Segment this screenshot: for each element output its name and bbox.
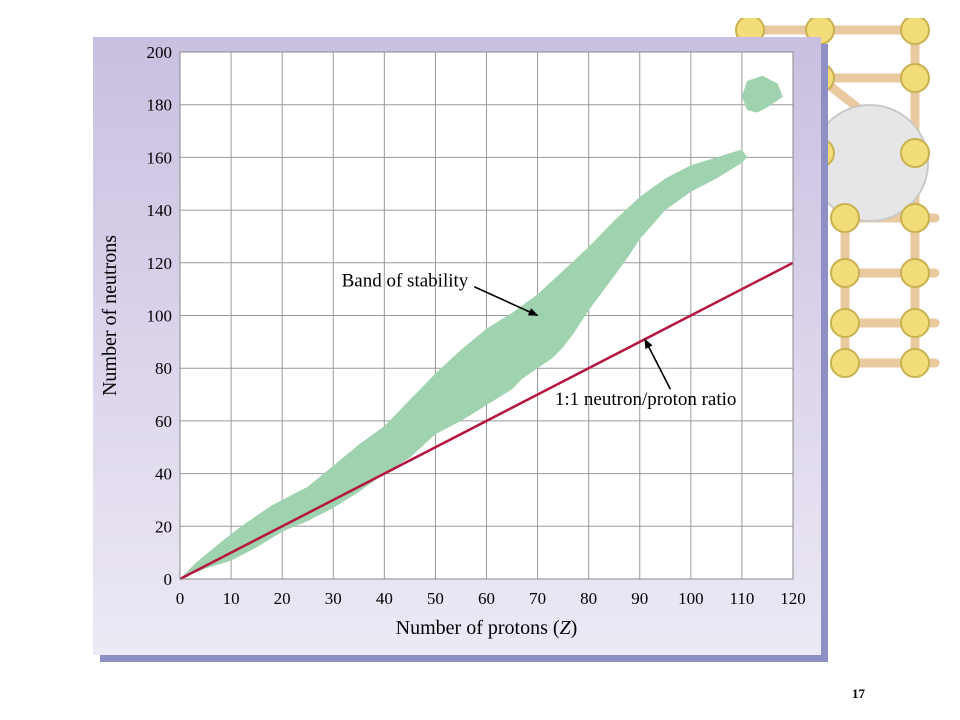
ratio-line (179, 261, 794, 581)
band-of-stability-area (180, 149, 747, 579)
y-tick-label-140: 140 (147, 201, 173, 220)
ratio-line-arrow (644, 338, 672, 390)
band-of-stability-arrow (473, 286, 539, 317)
band-layer (180, 75, 783, 579)
ratio-layer (179, 261, 794, 581)
x-axis-ticks: 0 10 20 30 40 50 60 70 80 90 100 110 120 (176, 589, 806, 608)
ratio-line-label: 1:1 neutron/proton ratio (555, 389, 737, 410)
y-tick-label-200: 200 (147, 43, 173, 62)
x-tick-label-0: 0 (176, 589, 185, 608)
x-tick-label-90: 90 (631, 589, 648, 608)
y-tick-label-120: 120 (147, 254, 173, 273)
y-tick-label-0: 0 (164, 570, 173, 589)
y-tick-label-60: 60 (155, 412, 172, 431)
band-of-stability-island (741, 75, 783, 113)
y-axis-ticks: 0 20 40 60 80 100 120 140 160 180 200 (147, 43, 173, 589)
x-tick-label-70: 70 (529, 589, 546, 608)
x-tick-label-60: 60 (478, 589, 495, 608)
x-tick-label-120: 120 (780, 589, 806, 608)
x-tick-label-40: 40 (376, 589, 393, 608)
y-tick-label-180: 180 (147, 96, 173, 115)
x-tick-label-30: 30 (325, 589, 342, 608)
x-tick-label-10: 10 (223, 589, 240, 608)
y-tick-label-160: 160 (147, 148, 173, 167)
plot-frame (179, 51, 794, 580)
y-tick-label-80: 80 (155, 359, 172, 378)
y-tick-label-20: 20 (155, 517, 172, 536)
x-tick-label-20: 20 (274, 589, 291, 608)
x-tick-label-50: 50 (427, 589, 444, 608)
annotations: Band of stability 1:1 neutron/proton rati… (342, 271, 737, 411)
atom-lattice-decoration (725, 15, 945, 398)
band-of-stability-label: Band of stability (342, 271, 469, 292)
x-axis-label: Number of protons (Z) (396, 617, 578, 639)
y-tick-label-100: 100 (147, 307, 173, 326)
x-tick-label-100: 100 (678, 589, 704, 608)
y-tick-label-40: 40 (155, 465, 172, 484)
y-axis-label: Number of neutrons (99, 235, 121, 396)
x-tick-label-110: 110 (729, 589, 754, 608)
x-tick-label-80: 80 (580, 589, 597, 608)
slide-number: 17 (852, 686, 865, 701)
